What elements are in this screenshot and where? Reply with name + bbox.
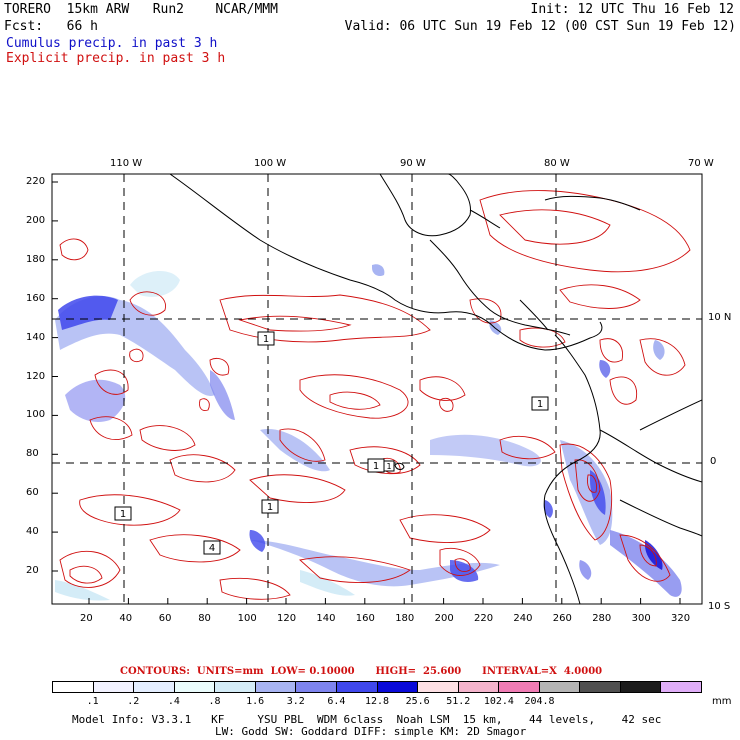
legend-swatch bbox=[661, 682, 701, 692]
x-tick-label: 160 bbox=[355, 613, 375, 624]
explicit-label: Explicit precip. in past 3 h bbox=[6, 51, 226, 66]
y-tick-label: 40 bbox=[26, 526, 39, 538]
legend-swatch bbox=[377, 682, 419, 692]
legend-label: 12.8 bbox=[364, 696, 390, 707]
x-tick-label: 260 bbox=[552, 613, 572, 624]
x-tick-label: 240 bbox=[513, 613, 533, 624]
cumulus-label: Cumulus precip. in past 3 h bbox=[6, 36, 218, 51]
legend-swatch bbox=[255, 682, 297, 692]
legend-swatch bbox=[458, 682, 500, 692]
legend-label: .8 bbox=[208, 696, 221, 707]
legend-label: 3.2 bbox=[286, 696, 305, 707]
lon-label: 90 W bbox=[400, 158, 426, 169]
legend-label: 102.4 bbox=[483, 696, 514, 707]
x-tick-label: 280 bbox=[592, 613, 612, 624]
y-tick-label: 140 bbox=[26, 331, 46, 343]
contour-box-label: 1 bbox=[267, 502, 273, 513]
legend-swatch bbox=[93, 682, 135, 692]
legend-swatch bbox=[620, 682, 662, 692]
lon-label: 80 W bbox=[544, 158, 570, 169]
lon-label: 110 W bbox=[110, 158, 143, 169]
legend-label: .2 bbox=[127, 696, 140, 707]
coastlines bbox=[169, 174, 702, 604]
x-tick-label: 20 bbox=[80, 613, 93, 624]
y-tick-label: 20 bbox=[26, 565, 39, 576]
lat-label: 10 N bbox=[708, 312, 732, 323]
legend-label: 6.4 bbox=[327, 696, 346, 707]
y-tick-label: 100 bbox=[26, 409, 46, 421]
model-info-line2: LW: Godd SW: Goddard DIFF: simple KM: 2D… bbox=[215, 725, 527, 738]
lat-label: 10 S bbox=[708, 601, 731, 612]
contour-box-label: 1 bbox=[373, 461, 379, 472]
legend-swatch bbox=[296, 682, 337, 692]
legend-label: 25.6 bbox=[405, 696, 430, 707]
contour-box-label: 1 bbox=[263, 334, 269, 345]
x-tick-label: 300 bbox=[631, 613, 651, 624]
legend-label: 204.8 bbox=[524, 696, 555, 707]
lat-label: 0 bbox=[710, 456, 717, 467]
legend-swatch bbox=[418, 682, 459, 692]
x-tick-label: 140 bbox=[316, 613, 336, 624]
x-tick-label: 120 bbox=[277, 613, 297, 624]
cumulus-precip-areas bbox=[55, 264, 682, 601]
contours-info: CONTOURS: UNITS=mm LOW= 0.10000 HIGH= 25… bbox=[120, 666, 603, 677]
x-tick-label: 200 bbox=[434, 613, 454, 624]
x-tick-label: 320 bbox=[671, 613, 691, 624]
legend-swatch bbox=[580, 682, 621, 692]
contour-box-label: 1 bbox=[120, 509, 126, 520]
x-tick-label: 40 bbox=[119, 613, 133, 624]
legend-swatch bbox=[215, 682, 256, 692]
legend-swatch bbox=[174, 682, 216, 692]
color-legend bbox=[52, 681, 702, 693]
valid-time: Valid: 06 UTC Sun 19 Feb 12 (00 CST Sun … bbox=[344, 19, 736, 34]
legend-label: .4 bbox=[167, 696, 180, 707]
legend-label: .1 bbox=[86, 696, 99, 707]
y-tick-label: 160 bbox=[26, 292, 46, 304]
contour-box-label: 1 bbox=[386, 462, 391, 471]
title-line: TORERO 15km ARW Run2 NCAR/MMM bbox=[4, 2, 278, 17]
legend-swatch bbox=[336, 682, 378, 692]
y-tick-label: 220 bbox=[26, 176, 46, 187]
y-tick-label: 120 bbox=[26, 370, 46, 382]
init-time: Init: 12 UTC Thu 16 Feb 12 bbox=[530, 2, 735, 17]
legend-swatch bbox=[539, 682, 581, 692]
x-tick-label: 100 bbox=[237, 613, 257, 624]
lon-label: 100 W bbox=[254, 158, 287, 169]
x-tick-label: 80 bbox=[198, 613, 211, 624]
lon-label: 70 W bbox=[688, 158, 714, 169]
forecast-hour: Fcst: 66 h bbox=[4, 19, 98, 34]
contour-box-label: 4 bbox=[209, 543, 215, 554]
model-info-line1: Model Info: V3.3.1 KF YSU PBL WDM 6class… bbox=[72, 713, 662, 726]
x-tick-label: 180 bbox=[395, 613, 415, 624]
y-tick-label: 80 bbox=[26, 448, 39, 460]
y-tick-label: 60 bbox=[26, 487, 39, 499]
legend-label: 1.6 bbox=[246, 696, 265, 707]
x-tick-label: 60 bbox=[158, 613, 172, 624]
y-tick-label: 180 bbox=[26, 253, 46, 265]
x-tick-label: 220 bbox=[474, 613, 494, 624]
y-tick-label: 200 bbox=[26, 214, 46, 226]
legend-label: 51.2 bbox=[446, 696, 471, 707]
legend-swatch bbox=[53, 682, 94, 692]
explicit-precip-contours bbox=[59, 190, 691, 600]
contour-label-boxes: 1 1 1 1 4 1 1 bbox=[114, 331, 549, 555]
legend-swatch bbox=[499, 682, 540, 692]
legend-unit: mm bbox=[712, 696, 732, 707]
contour-box-label: 1 bbox=[537, 399, 543, 410]
legend-swatch bbox=[134, 682, 175, 692]
